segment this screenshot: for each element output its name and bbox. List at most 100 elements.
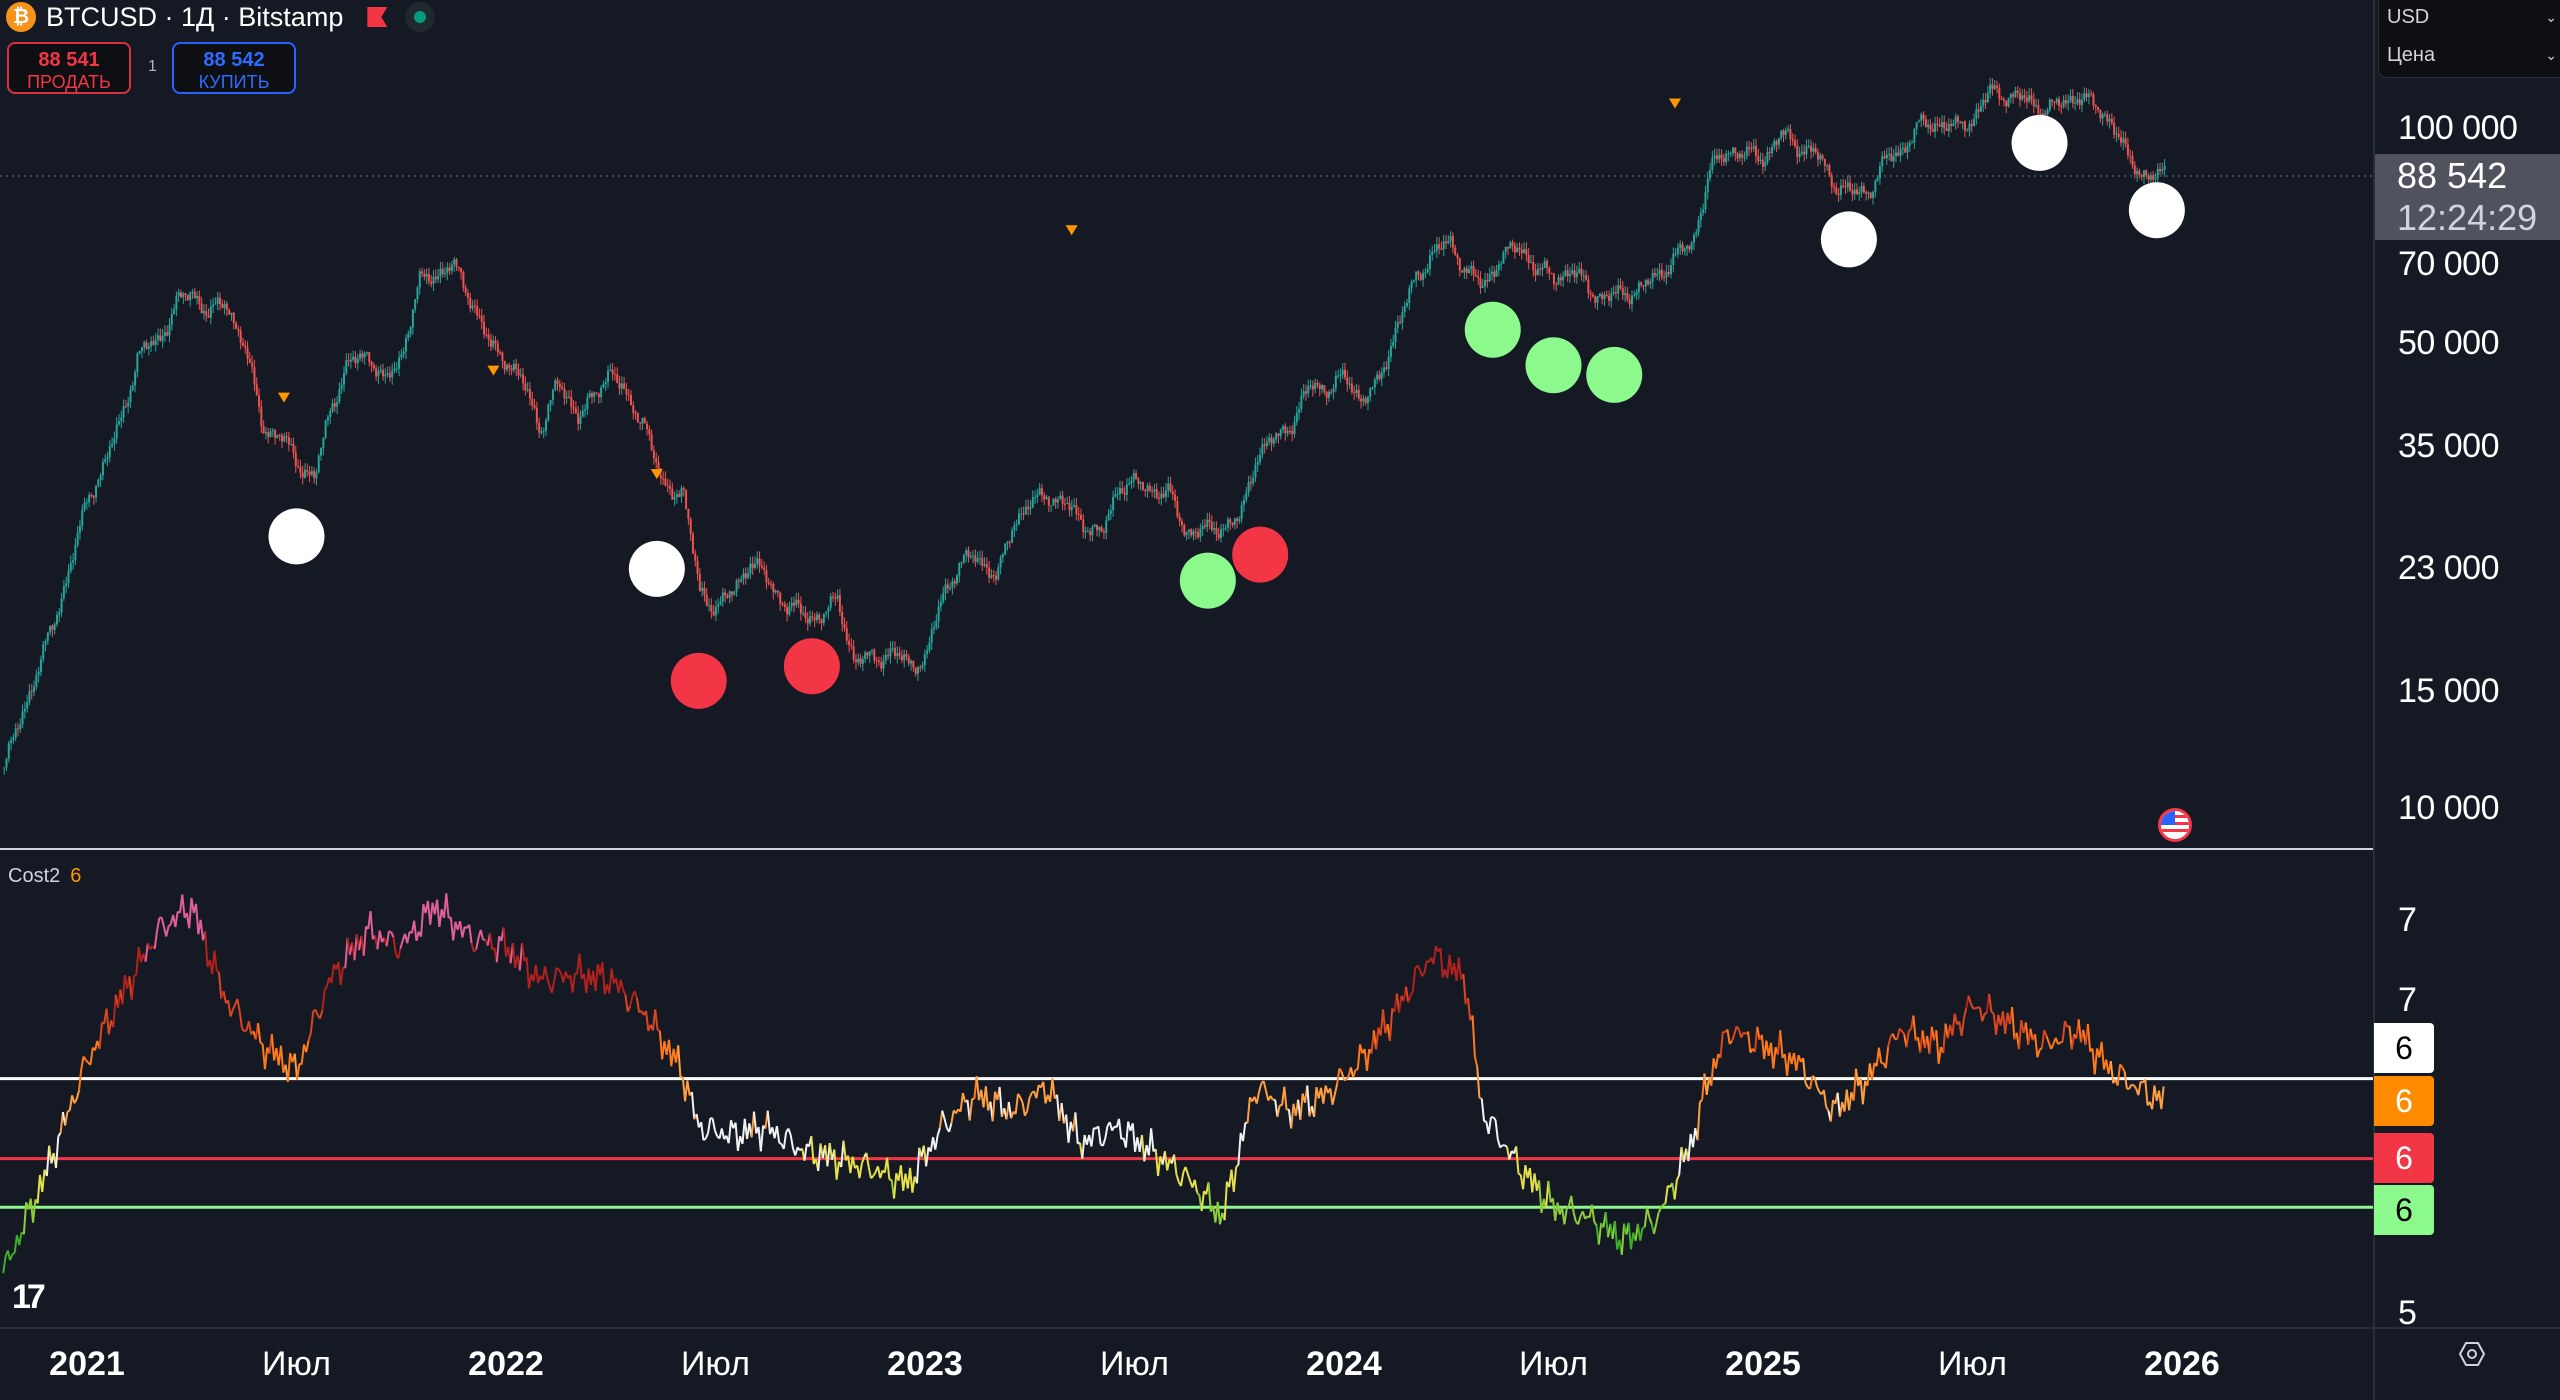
candle-body (1116, 494, 1119, 496)
candle-body (873, 650, 876, 661)
indicator-segment (1019, 1096, 1024, 1104)
candle-body (1187, 529, 1190, 532)
indicator-segment (1306, 1085, 1311, 1117)
candle-body (845, 628, 848, 641)
flag-icon[interactable] (367, 7, 388, 27)
candle-body (404, 338, 407, 352)
candle-body (97, 479, 100, 486)
quantity[interactable]: 1 (148, 58, 157, 75)
candle-body (671, 488, 674, 500)
candle-body (797, 599, 800, 604)
candle-body (113, 438, 116, 444)
indicator-segment (57, 1132, 62, 1137)
candle-body (756, 558, 759, 564)
candle-body (354, 356, 357, 364)
indicator-segment (1235, 1164, 1240, 1168)
indicator-segment (1664, 1185, 1669, 1204)
candle-body (629, 394, 632, 406)
indicator-segment (204, 931, 209, 968)
candle-body (2009, 94, 2012, 98)
settings-icon[interactable] (2458, 1340, 2486, 1368)
indicator-legend[interactable]: Cost2 6 (8, 865, 81, 888)
candle-body (1630, 295, 1633, 305)
candle-body (466, 292, 469, 298)
candle-body (1442, 241, 1445, 250)
candle-body (1470, 265, 1473, 270)
candle-body (356, 358, 359, 364)
candle-body (1024, 506, 1027, 515)
us-flag-icon[interactable] (2158, 808, 2192, 842)
indicator-segment (1675, 1174, 1681, 1181)
candle-body (76, 532, 79, 546)
candle-body (501, 352, 504, 361)
indicator-segment (247, 1021, 253, 1035)
tradingview-logo[interactable]: 17 (12, 1278, 46, 1316)
candle-body (1527, 255, 1530, 263)
candle-body (384, 374, 387, 377)
candle-body (1963, 121, 1966, 131)
candle-body (590, 393, 593, 397)
indicator-segment (107, 1020, 113, 1035)
currency-select[interactable]: USD ⌄ (2379, 0, 2560, 38)
indicator-segment (1719, 1031, 1724, 1058)
candle-body (602, 384, 605, 388)
indicator-segment (1901, 1030, 1905, 1035)
indicator-segment (1081, 1134, 1086, 1159)
indicator-segment (1499, 1144, 1504, 1149)
sell-button[interactable]: 88 541 ПРОДАТЬ (7, 42, 131, 94)
triangle-marker (277, 392, 290, 403)
indicator-segment (1262, 1080, 1267, 1091)
market-status-icon[interactable] (405, 2, 436, 32)
indicator-segment (1604, 1212, 1610, 1238)
candle-body (414, 299, 417, 310)
candle-body (1082, 519, 1085, 533)
symbol-header[interactable]: ₿ BTCUSD · 1Д · Bitstamp (6, 0, 436, 34)
candle-body (783, 604, 786, 608)
level-tag-orange: 6 (2374, 1076, 2434, 1126)
indicator-segment (1457, 957, 1463, 980)
candle-body (2149, 175, 2152, 180)
candle-body (2044, 113, 2047, 115)
indicator-segment (321, 990, 326, 1011)
candle-body (1835, 187, 1838, 194)
indicator-segment (369, 910, 374, 940)
indicator-segment (112, 994, 117, 1028)
candle-body (1389, 346, 1392, 357)
indicator-segment (886, 1157, 891, 1180)
indicator-line (2, 893, 2165, 1274)
scale-select[interactable]: Цена ⌄ (2379, 38, 2560, 76)
candle-body (1823, 158, 1826, 166)
candle-body (1057, 499, 1060, 503)
indicator-segment (22, 1202, 28, 1235)
candle-body (269, 431, 272, 437)
candle-body (542, 430, 545, 432)
candle-body (1649, 281, 1652, 284)
candle-body (1743, 156, 1746, 158)
candle-body (900, 655, 903, 661)
currency-menu[interactable]: USD ⌄ Цена ⌄ (2378, 0, 2560, 78)
indicator-segment (943, 1118, 948, 1129)
indicator-segment (1423, 960, 1428, 974)
candle-body (480, 315, 483, 322)
candle-body (1745, 146, 1748, 157)
indicator-segment (1432, 946, 1437, 965)
candle-body (2092, 94, 2095, 106)
candle-body (974, 555, 977, 562)
candle-body (494, 340, 497, 344)
indicator-segment (1696, 1101, 1701, 1141)
candle-body (1885, 154, 1888, 159)
symbol-title[interactable]: BTCUSD · 1Д · Bitstamp (46, 1, 344, 32)
candle-body (1727, 153, 1730, 155)
indicator-segment (1877, 1047, 1883, 1064)
candle-body (1350, 383, 1353, 393)
candle-body (556, 380, 559, 384)
indicator-segment (137, 947, 142, 963)
candle-body (1373, 379, 1376, 388)
candle-body (1798, 153, 1801, 158)
buy-button[interactable]: 88 542 КУПИТЬ (172, 42, 296, 94)
price-axis[interactable] (2373, 0, 2560, 1400)
indicator-segment (1861, 1080, 1867, 1105)
candle-body (586, 397, 589, 410)
candle-body (790, 602, 793, 607)
